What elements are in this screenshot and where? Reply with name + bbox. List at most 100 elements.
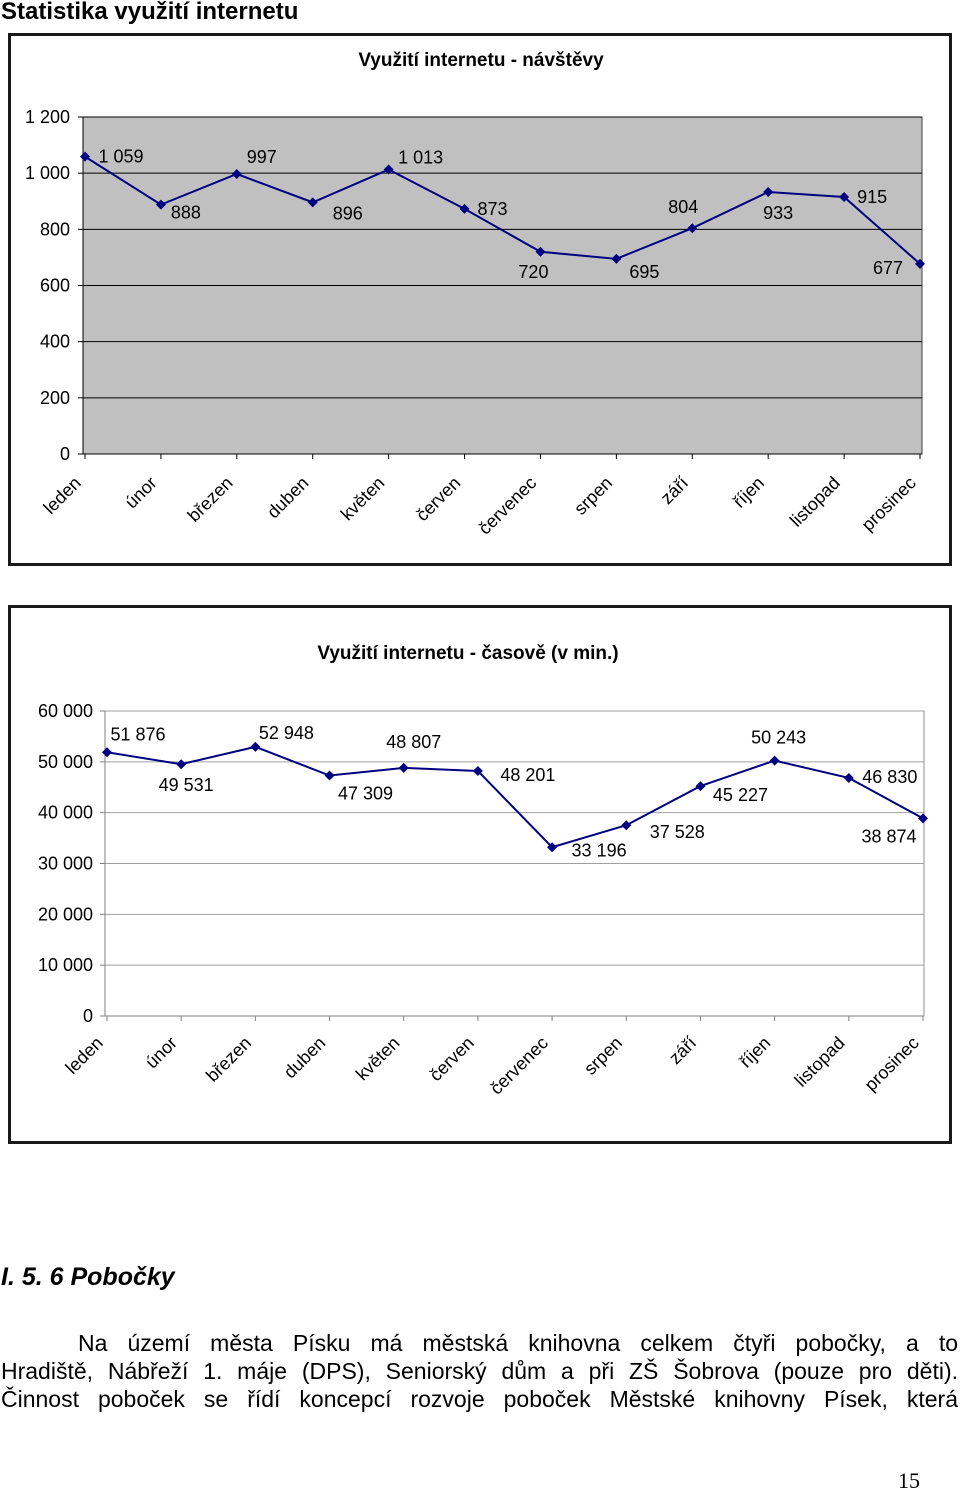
x-tick-label: únor: [141, 1033, 181, 1073]
plot-layer: 0 10 000 20 000 30 000 40 000 50 000 60 000 led…: [38, 701, 928, 1098]
x-tick-label: červen: [412, 473, 464, 525]
data-point: [547, 842, 558, 853]
data-label: 1 013: [398, 148, 443, 168]
y-tick-label: 600: [40, 276, 70, 296]
data-label: 33 196: [572, 840, 627, 860]
data-point: [324, 770, 335, 781]
chart-frame: [8, 33, 952, 566]
x-tick-label: leden: [62, 1033, 107, 1078]
series-line: [106, 745, 924, 849]
y-tick-label: 1 200: [25, 107, 70, 127]
data-label: 997: [247, 147, 277, 167]
chart-title: Využití internetu - časově (v min.): [317, 643, 618, 664]
data-label: 48 807: [386, 732, 441, 752]
data-label: 37 528: [650, 822, 705, 842]
chart-title: Využití internetu - návštěvy: [358, 50, 604, 71]
x-tick-label: březen: [202, 1033, 255, 1086]
paragraph-line: Hradiště, Nábřeží 1. máje (DPS), Seniors…: [1, 1358, 958, 1384]
x-tick-label: duben: [263, 473, 313, 523]
x-tick-label: leden: [40, 473, 85, 518]
data-label: 38 874: [861, 826, 916, 846]
data-point: [102, 747, 112, 758]
data-point: [231, 169, 242, 180]
data-point: [915, 258, 925, 269]
x-tick-label: srpen: [580, 1033, 626, 1079]
chart-frame: [8, 605, 952, 1144]
data-point: [250, 741, 261, 752]
data-point: [307, 197, 318, 208]
page-number: 15: [898, 1468, 920, 1493]
data-label: 47 309: [338, 784, 393, 804]
y-tick-label: 0: [83, 1006, 93, 1026]
x-tick-label: říjen: [736, 1033, 775, 1072]
data-label: 933: [763, 203, 793, 223]
series-line: [84, 155, 921, 265]
paragraph-line: Činnost poboček se řídí koncepcí rozvoje…: [1, 1386, 958, 1412]
x-tick-label: srpen: [570, 473, 616, 519]
data-label: 888: [171, 203, 201, 223]
y-tick-label: 1 000: [25, 163, 70, 183]
data-point: [687, 223, 698, 234]
data-point: [611, 253, 622, 264]
x-tick-label: listopad: [786, 473, 844, 531]
x-tick-label: listopad: [791, 1033, 849, 1091]
plot-layer: 0 200 400 600 800 1 000 1 200 leden únor březen du…: [25, 107, 925, 538]
data-label: 804: [668, 197, 698, 217]
y-tick-label: 800: [40, 219, 70, 239]
data-point: [472, 765, 483, 776]
data-label: 915: [857, 187, 887, 207]
data-point: [535, 246, 546, 257]
x-tick-label: červen: [425, 1033, 477, 1085]
chart-visits: Využití internetu - návštěvy 0 200 400 600 8…: [8, 33, 952, 566]
data-label: 51 876: [110, 724, 165, 744]
y-tick-label: 10 000: [38, 955, 93, 975]
data-point: [383, 164, 394, 175]
x-tick-label: červenec: [474, 473, 540, 539]
data-label: 46 830: [862, 767, 917, 787]
data-point: [769, 755, 780, 766]
data-point: [695, 781, 706, 792]
data-point: [918, 813, 928, 824]
data-label: 720: [518, 262, 548, 282]
data-point: [398, 762, 409, 773]
section-heading: I. 5. 6 Pobočky: [1, 1263, 175, 1291]
x-tick-label: duben: [280, 1033, 330, 1083]
data-label: 48 201: [500, 765, 555, 785]
x-tick-label: září: [657, 473, 692, 508]
data-label: 50 243: [751, 728, 806, 748]
x-tick-label: říjen: [729, 473, 768, 512]
data-point: [843, 772, 854, 783]
x-tick-label: únor: [121, 473, 161, 513]
x-tick-label: červenec: [486, 1033, 552, 1099]
data-point: [621, 820, 632, 831]
data-label: 1 059: [98, 147, 143, 167]
y-tick-label: 30 000: [38, 854, 93, 874]
data-point: [155, 199, 166, 210]
x-tick-label: březen: [184, 473, 237, 526]
data-label: 695: [629, 262, 659, 282]
data-label: 49 531: [159, 775, 214, 795]
y-tick-label: 40 000: [38, 803, 93, 823]
x-tick-label: květen: [352, 1033, 404, 1085]
data-label: 45 227: [713, 785, 768, 805]
x-tick-label: prosinec: [858, 473, 920, 535]
y-tick-label: 0: [60, 444, 70, 464]
x-tick-label: září: [665, 1033, 700, 1068]
data-point: [763, 186, 774, 197]
x-tick-label: květen: [337, 473, 389, 525]
data-label: 52 948: [259, 723, 314, 743]
data-label: 677: [873, 258, 903, 278]
x-tick-label: prosinec: [861, 1033, 923, 1095]
data-point: [839, 192, 850, 203]
y-tick-label: 20 000: [38, 904, 93, 924]
y-tick-label: 60 000: [38, 701, 93, 721]
paragraph-line: Na území města Písku má městská knihovna…: [78, 1330, 958, 1356]
page-title: Statistika využití internetu: [1, 0, 299, 25]
data-point: [176, 759, 187, 770]
y-tick-label: 200: [40, 388, 70, 408]
data-label: 873: [478, 199, 508, 219]
data-label: 896: [333, 203, 363, 223]
y-tick-label: 50 000: [38, 752, 93, 772]
data-point: [80, 151, 90, 162]
y-tick-label: 400: [40, 332, 70, 352]
